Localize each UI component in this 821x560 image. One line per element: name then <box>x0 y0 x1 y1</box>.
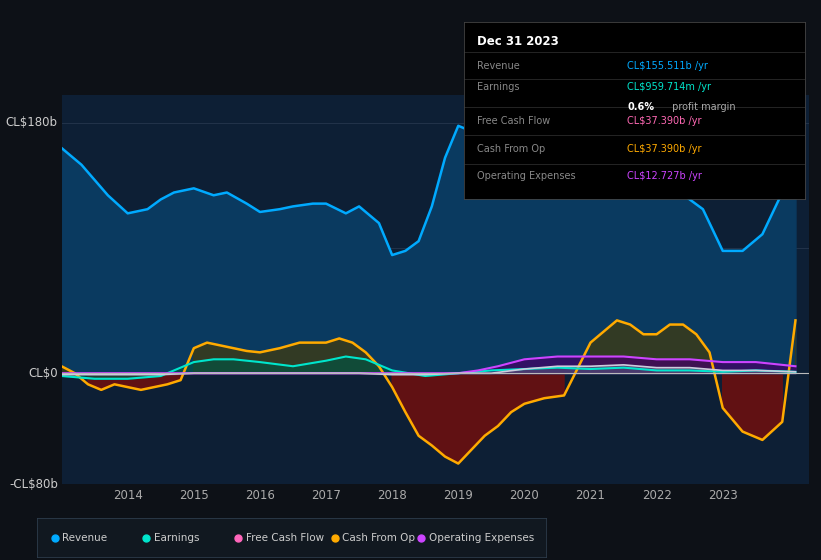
Text: CL$155.511b /yr: CL$155.511b /yr <box>627 60 709 71</box>
Text: profit margin: profit margin <box>669 102 736 112</box>
Text: 0.6%: 0.6% <box>627 102 654 112</box>
Text: Earnings: Earnings <box>478 82 520 92</box>
Text: CL$959.714m /yr: CL$959.714m /yr <box>627 82 712 92</box>
Text: Operating Expenses: Operating Expenses <box>478 171 576 181</box>
Text: Earnings: Earnings <box>154 533 200 543</box>
Text: CL$37.390b /yr: CL$37.390b /yr <box>627 144 702 155</box>
Text: Revenue: Revenue <box>478 60 521 71</box>
Text: Operating Expenses: Operating Expenses <box>429 533 534 543</box>
Text: Dec 31 2023: Dec 31 2023 <box>478 35 559 48</box>
Text: CL$180b: CL$180b <box>6 116 57 129</box>
Text: CL$37.390b /yr: CL$37.390b /yr <box>627 116 702 126</box>
Text: -CL$80b: -CL$80b <box>9 478 57 491</box>
Text: Cash From Op: Cash From Op <box>478 144 546 155</box>
Text: Cash From Op: Cash From Op <box>342 533 415 543</box>
Text: CL$12.727b /yr: CL$12.727b /yr <box>627 171 702 181</box>
Text: CL$0: CL$0 <box>28 367 57 380</box>
Text: Free Cash Flow: Free Cash Flow <box>245 533 323 543</box>
Text: Free Cash Flow: Free Cash Flow <box>478 116 551 126</box>
Text: Revenue: Revenue <box>62 533 108 543</box>
